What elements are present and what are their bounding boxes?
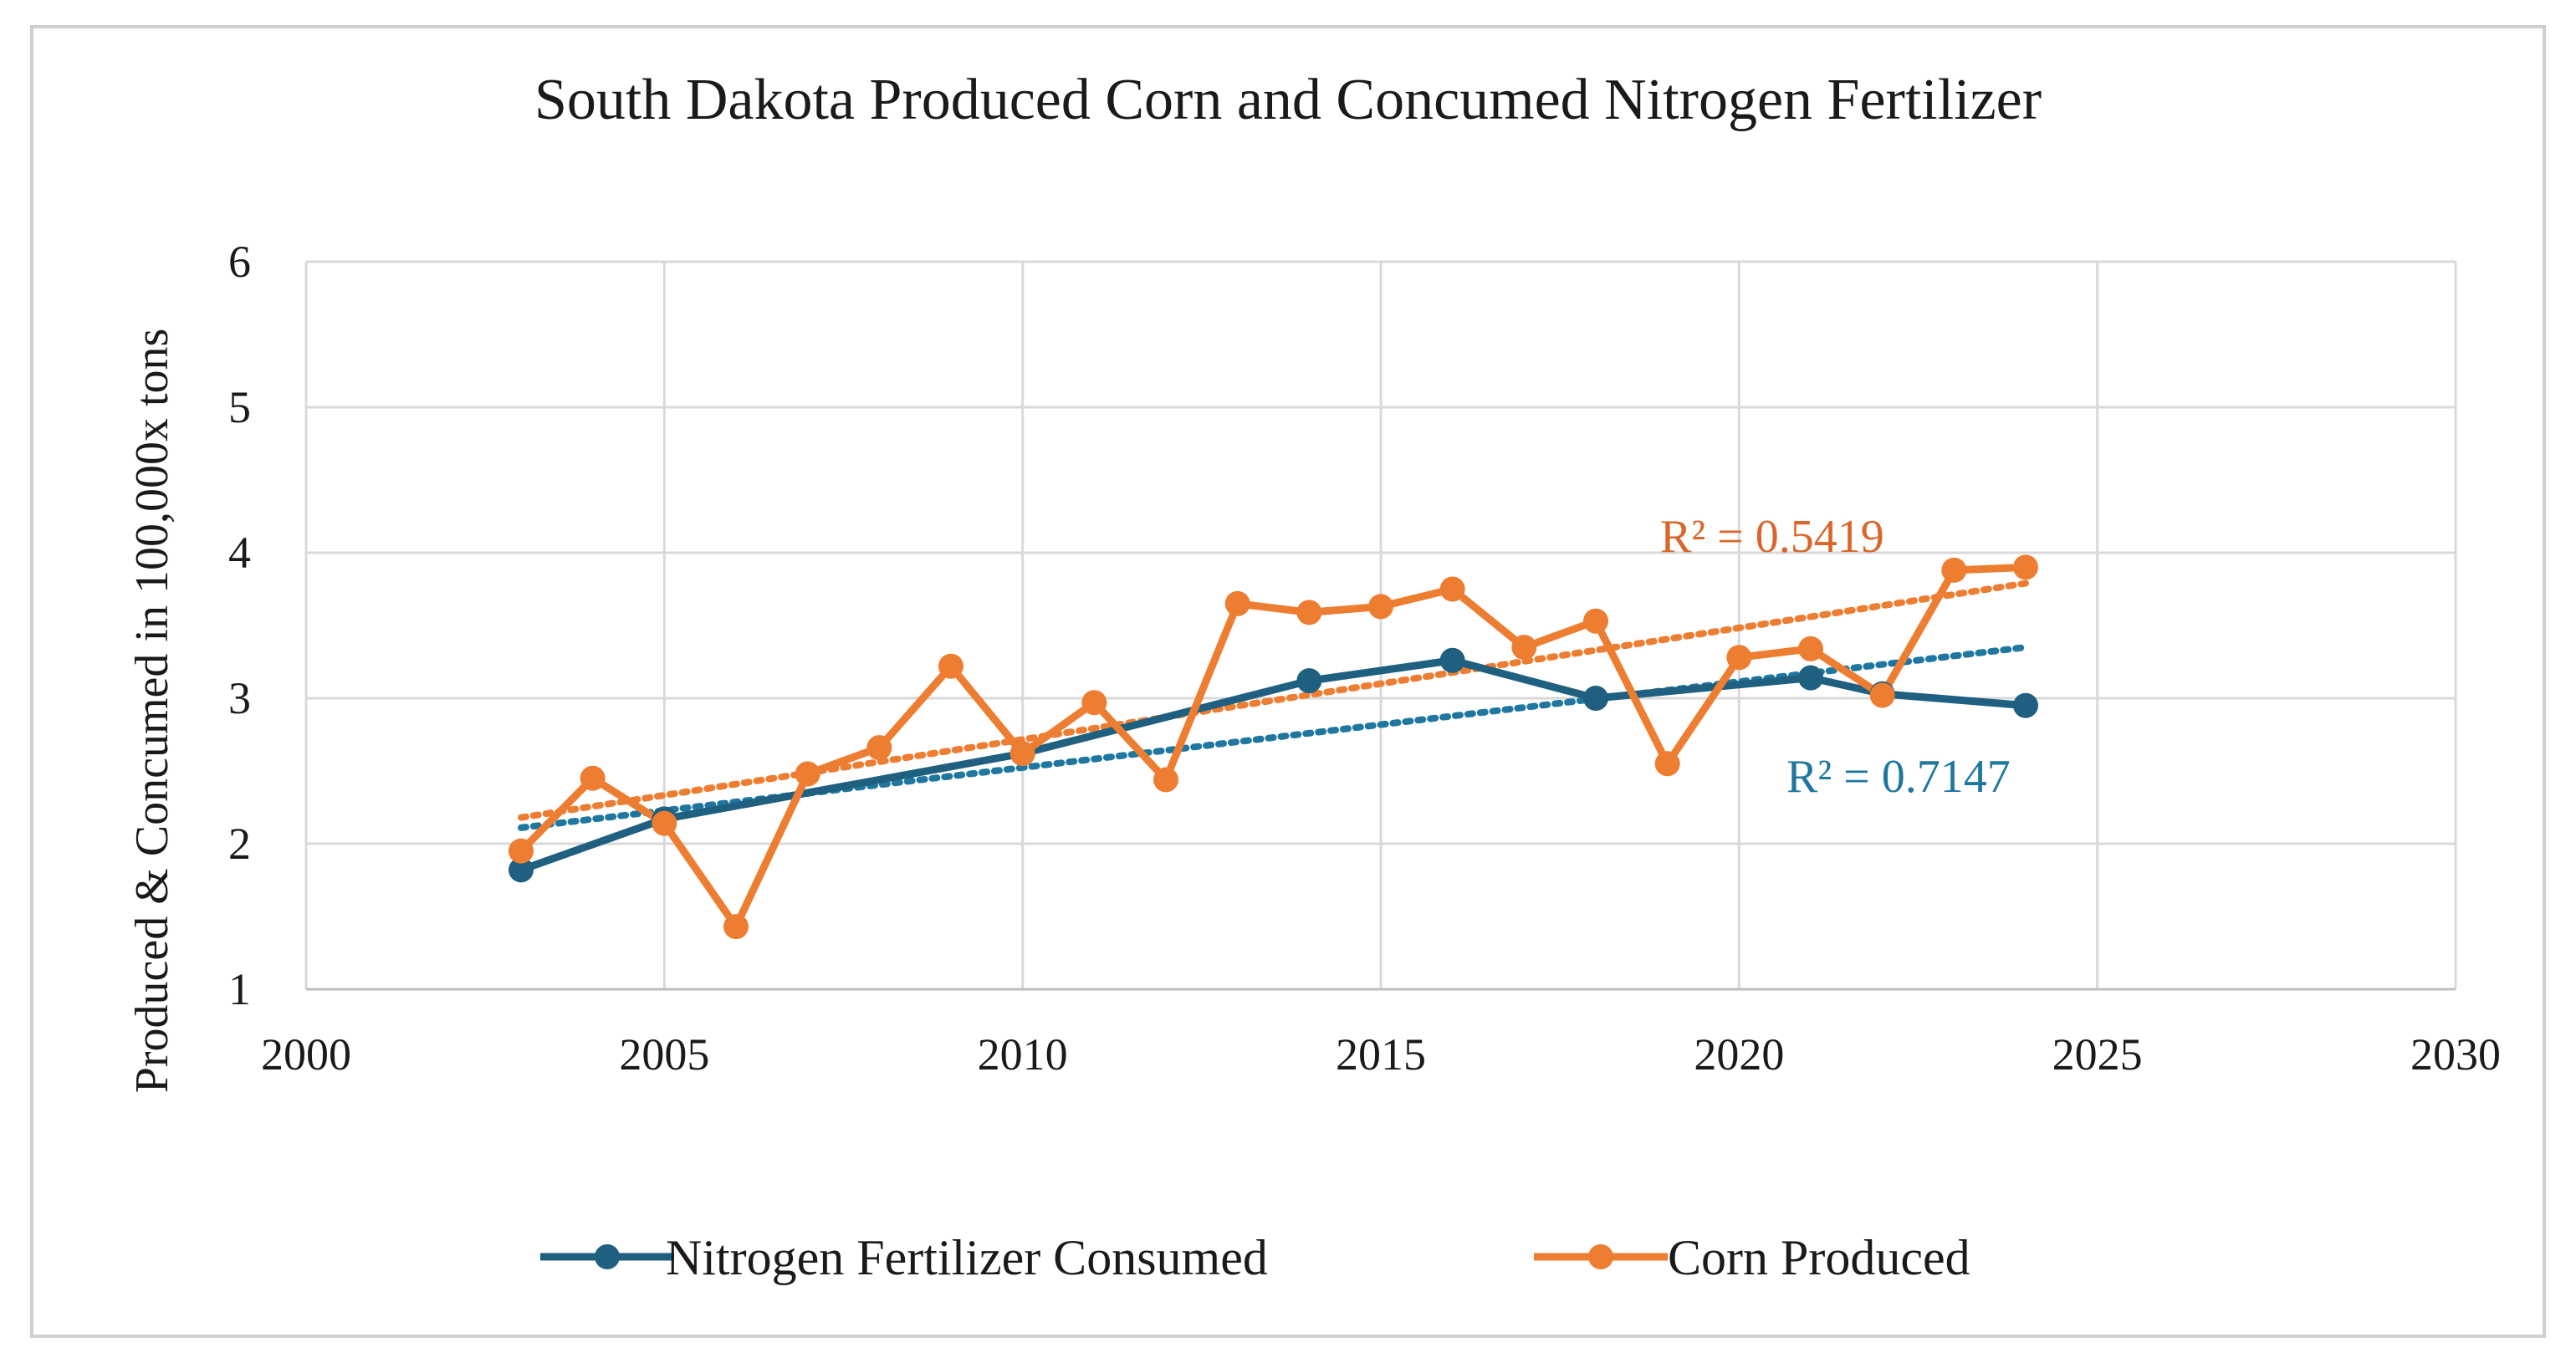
trendline-1 xyxy=(518,579,2029,821)
data-point-1 xyxy=(1153,767,1178,793)
x-axis-tick-labels: 2000 2005 2010 2015 2020 2025 2030 xyxy=(261,1029,2501,1080)
data-point-0 xyxy=(1439,647,1465,673)
data-point-1 xyxy=(866,735,892,761)
data-point-1 xyxy=(1368,594,1393,620)
series-line-1 xyxy=(518,563,2027,931)
data-point-0 xyxy=(1798,665,1823,691)
y-tick-label: 1 xyxy=(228,964,251,1014)
y-tick-label: 2 xyxy=(228,819,251,869)
data-point-1 xyxy=(1439,576,1465,602)
data-point-1 xyxy=(1726,645,1752,671)
gridlines xyxy=(304,260,2457,991)
y-tick-label: 5 xyxy=(228,382,251,432)
legend: Nitrogen Fertilizer Consumed Corn Produc… xyxy=(540,1230,1970,1285)
data-point-1 xyxy=(2013,554,2038,580)
x-tick-label: 2010 xyxy=(978,1029,1068,1080)
x-tick-label: 2005 xyxy=(619,1029,709,1080)
data-point-1 xyxy=(1798,636,1823,661)
data-point-1 xyxy=(1224,590,1250,616)
data-point-0 xyxy=(509,857,534,883)
data-point-1 xyxy=(652,810,677,836)
data-point-1 xyxy=(795,761,820,787)
data-point-1 xyxy=(509,838,534,864)
data-point-1 xyxy=(1081,690,1107,716)
data-point-1 xyxy=(723,914,749,940)
y-axis-title: Produced & Concumed in 100,000x tons xyxy=(126,329,178,1094)
data-point-0 xyxy=(1583,686,1608,711)
data-point-1 xyxy=(1009,741,1035,767)
data-point-0 xyxy=(2013,692,2038,718)
x-tick-label: 2030 xyxy=(2410,1029,2501,1080)
data-point-1 xyxy=(1941,557,1967,583)
x-tick-label: 2000 xyxy=(261,1029,351,1080)
series-points xyxy=(509,554,2038,940)
chart-frame xyxy=(30,25,2546,1338)
data-point-0 xyxy=(1296,668,1322,694)
legend-label-corn: Corn Produced xyxy=(1668,1230,1970,1285)
y-tick-label: 4 xyxy=(228,528,251,578)
legend-item-nitrogen: Nitrogen Fertilizer Consumed xyxy=(540,1230,1268,1285)
chart-title: South Dakota Produced Corn and Concumed … xyxy=(534,68,2042,132)
x-tick-label: 2020 xyxy=(1694,1029,1784,1080)
data-point-1 xyxy=(1654,751,1680,777)
x-tick-label: 2015 xyxy=(1336,1029,1426,1080)
data-point-1 xyxy=(1583,608,1608,634)
x-tick-label: 2025 xyxy=(2052,1029,2143,1080)
data-point-1 xyxy=(1869,682,1895,708)
data-point-1 xyxy=(1296,600,1322,625)
y-axis-tick-labels: 1 2 3 4 5 6 xyxy=(228,237,251,1014)
data-point-1 xyxy=(938,653,963,679)
r2-label-corn: R² = 0.5419 xyxy=(1660,511,1884,563)
legend-label-nitrogen: Nitrogen Fertilizer Consumed xyxy=(666,1230,1268,1285)
y-tick-label: 3 xyxy=(228,673,251,723)
data-point-1 xyxy=(580,765,606,791)
data-point-1 xyxy=(1511,635,1537,661)
r2-label-nitrogen: R² = 0.7147 xyxy=(1786,751,2011,803)
legend-item-corn: Corn Produced xyxy=(1534,1230,1970,1285)
y-tick-label: 6 xyxy=(228,237,251,287)
r-squared-labels: R² = 0.5419 R² = 0.7147 xyxy=(1660,511,2011,803)
